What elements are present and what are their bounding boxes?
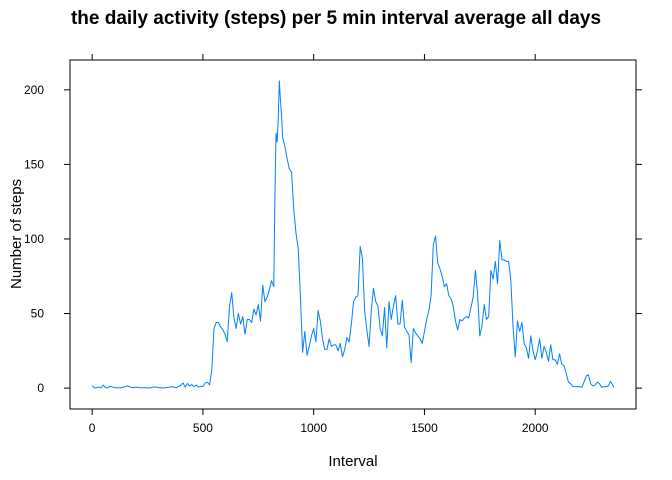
series-layer	[91, 80, 615, 389]
series-line	[91, 80, 615, 389]
x-tick-label: 1000	[300, 421, 327, 435]
y-axis-label: Number of steps	[8, 179, 25, 289]
plot-frame	[69, 59, 637, 410]
y-tick-label: 100	[24, 232, 44, 246]
chart-title: the daily activity (steps) per 5 min int…	[71, 8, 601, 29]
x-tick-label: 2000	[522, 421, 549, 435]
x-tick-label: 500	[193, 421, 213, 435]
y-tick-label: 200	[24, 83, 44, 97]
y-tick-label: 150	[24, 157, 44, 171]
x-axis-label: Interval	[328, 453, 377, 470]
x-tick-label: 1500	[411, 421, 438, 435]
axis-ticks: 0 500 1000 1500 2000 0 50 100 150 200	[24, 54, 642, 435]
y-tick-label: 0	[37, 381, 44, 395]
y-tick-label: 50	[31, 307, 45, 321]
x-tick-label: 0	[89, 421, 96, 435]
